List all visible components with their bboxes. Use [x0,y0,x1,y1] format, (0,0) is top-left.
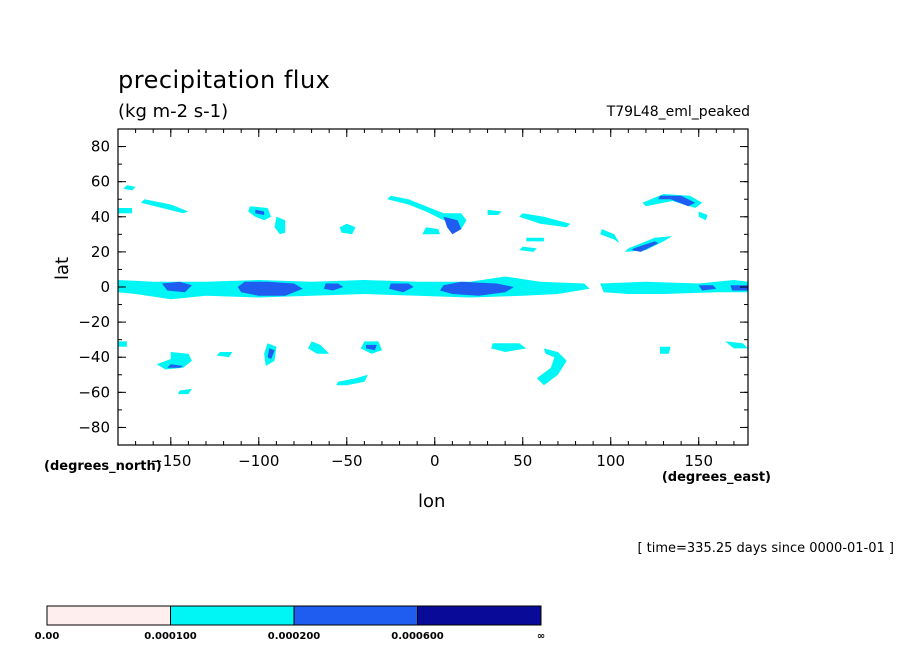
contour-region-42 [660,346,671,354]
colorbar: 0.00 0.000100 0.000200 0.000600 ∞ [35,605,545,642]
colorbar-label: 0.000600 [391,631,444,642]
contour-region-9 [123,185,136,191]
y-axis: 80 60 40 20 0 −20 −40 −60 −80 [78,128,748,446]
y-tick-label: −20 [78,313,110,331]
contour-region-7 [698,285,717,291]
contour-region-30 [156,352,192,370]
contour-region-24 [658,195,696,207]
contour-region-11 [118,208,133,214]
contour-region-3 [237,281,303,296]
x-units-label: (degrees_east) [661,470,771,485]
contour-region-5 [389,283,414,293]
x-tick-label: 0 [430,452,440,470]
run-label: T79L48_eml_peaked [606,104,750,120]
contour-region-10 [140,199,189,214]
contour-region-14 [274,216,286,235]
colorbar-label: 0.00 [35,631,60,642]
contour-region-20 [519,213,571,228]
y-tick-label: −40 [78,348,110,366]
contour-region-21 [526,237,544,242]
contour-region-39 [177,388,192,395]
contour-region-2 [162,281,192,293]
contour-region-26 [631,241,659,252]
contour-region-32 [216,352,233,358]
y-tick-label: 80 [91,138,110,156]
contour-region-6 [440,281,514,296]
contour-region-38 [336,374,368,386]
colorbar-swatch [170,605,295,626]
contour-region-17 [443,216,462,235]
contour-regions [118,185,748,395]
chart-title: precipitation flux [118,66,331,94]
contour-region-35 [308,341,330,354]
x-tick-label: −150 [150,452,191,470]
x-tick-label: −50 [331,452,363,470]
contour-region-29 [118,341,127,347]
x-tick-label: 150 [684,452,713,470]
y-tick-label: −60 [78,383,110,401]
y-tick-label: 60 [91,173,110,191]
contour-region-27 [600,229,620,244]
x-tick-label: −100 [238,452,279,470]
time-label: [ time=335.25 days since 0000-01-01 ] [637,541,894,556]
colorbar-swatch [293,605,418,626]
x-axis: −150 −100 −50 0 50 100 150 [135,129,735,470]
y-tick-label: 40 [91,208,110,226]
contour-region-22 [519,246,537,252]
contour-region-40 [491,343,527,352]
colorbar-label: 0.000200 [268,631,321,642]
x-axis-label: lon [418,491,446,512]
contour-region-41 [536,348,567,386]
contour-region-34 [267,348,275,359]
chart-units: (kg m-2 s-1) [118,101,229,122]
y-tick-label: 0 [100,278,110,296]
colorbar-swatch [417,605,542,626]
contour-region-18 [422,227,440,235]
contour-region-19 [487,209,502,215]
colorbar-swatch [46,605,171,626]
contour-region-15 [339,223,356,235]
y-tick-label: −80 [78,418,110,436]
contour-region-37 [366,344,377,351]
contour-region-43 [725,341,748,349]
contour-region-13 [255,209,265,215]
y-tick-label: 20 [91,243,110,261]
colorbar-label: ∞ [537,631,545,642]
x-tick-label: 50 [513,452,532,470]
x-tick-label: 100 [596,452,625,470]
contour-region-8 [730,285,748,291]
colorbar-label: 0.000100 [144,631,197,642]
contour-region-1 [600,280,748,294]
contour-region-28 [698,211,708,221]
y-units-label: (degrees_north) [44,459,162,474]
contour-region-4 [323,283,344,291]
contour-region-31 [167,364,184,368]
